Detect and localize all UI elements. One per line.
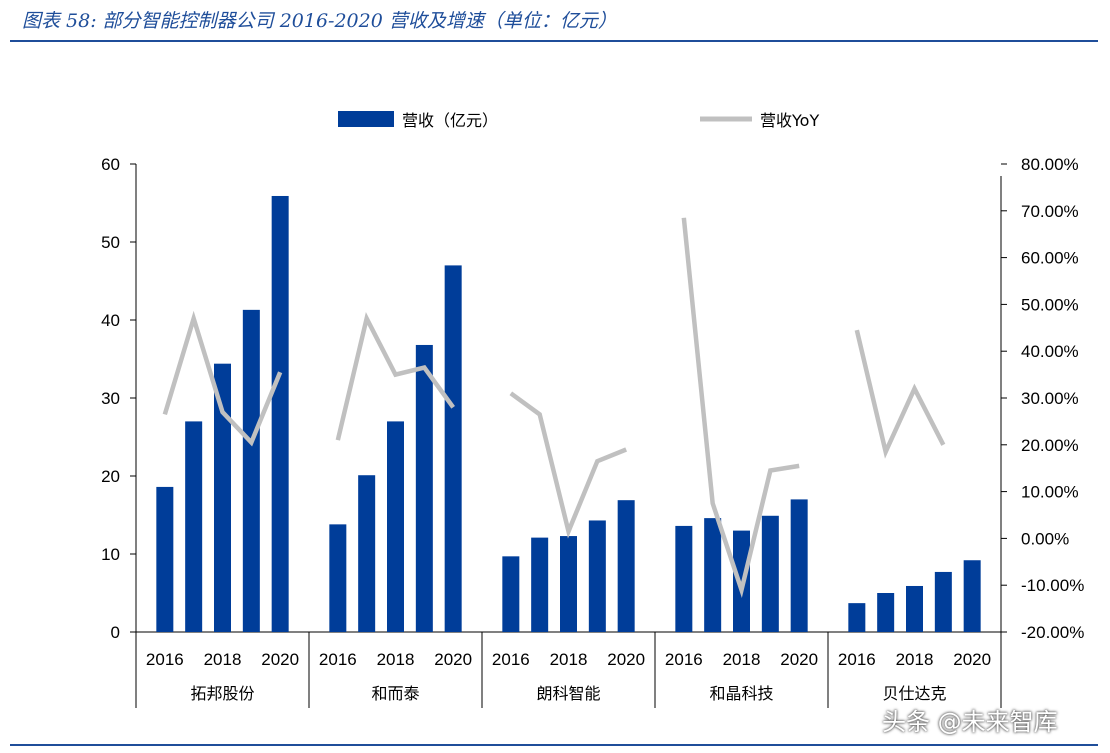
revenue-bar — [502, 556, 520, 632]
right-axis-tick-label: 10.00% — [1021, 483, 1079, 502]
left-axis-tick-label: 0 — [111, 623, 120, 642]
revenue-bar — [790, 499, 808, 632]
right-axis-tick-label: 60.00% — [1021, 249, 1079, 268]
left-axis-tick-label: 10 — [101, 545, 120, 564]
year-tick-label: 2020 — [434, 650, 472, 669]
revenue-bar — [560, 536, 577, 632]
year-tick-label: 2016 — [838, 650, 876, 669]
right-axis-tick-label: 40.00% — [1021, 342, 1079, 361]
revenue-bar — [387, 421, 404, 632]
right-axis-tick-label: -20.00% — [1021, 623, 1084, 642]
yoy-line — [509, 391, 628, 539]
year-tick-label: 2018 — [896, 650, 934, 669]
revenue-bar — [906, 585, 923, 632]
right-axis-tick-label: 80.00% — [1021, 155, 1079, 174]
revenue-bar — [214, 363, 231, 632]
legend-yoy-label: 营收YoY — [760, 111, 819, 130]
year-tick-label: 2020 — [607, 650, 645, 669]
left-axis-tick-label: 30 — [101, 389, 120, 408]
legend: 营收（亿元） 营收YoY — [338, 111, 819, 130]
year-tick-label: 2016 — [146, 650, 184, 669]
right-axis-tick-label: 70.00% — [1021, 202, 1079, 221]
group-label: 和而泰 — [371, 684, 419, 703]
chart-title: 图表 58: 部分智能控制器公司 2016-2020 营收及增速（单位：亿元） — [22, 10, 617, 32]
right-axis-tick-label: 0.00% — [1021, 529, 1069, 548]
revenue-bar — [415, 344, 433, 632]
bottom-divider — [10, 744, 1098, 746]
left-axis-tick-label: 20 — [101, 467, 120, 486]
year-tick-label: 2018 — [723, 650, 761, 669]
revenue-bar — [358, 475, 376, 632]
left-axis-tick-label: 60 — [101, 155, 120, 174]
revenue-bar — [704, 518, 722, 632]
right-axis-tick-label: 20.00% — [1021, 436, 1079, 455]
year-tick-label: 2020 — [780, 650, 818, 669]
right-axis-tick-label: 50.00% — [1021, 295, 1079, 314]
right-axis-tick-label: 30.00% — [1021, 389, 1079, 408]
left-axis-tick-label: 40 — [101, 311, 120, 330]
revenue-bar — [242, 309, 260, 632]
revenue-bar — [271, 195, 289, 633]
year-tick-label: 2018 — [204, 650, 242, 669]
right-axis-tick-label: -10.00% — [1021, 576, 1084, 595]
revenue-bar — [156, 486, 174, 632]
year-tick-label: 2016 — [665, 650, 703, 669]
revenue-bar — [963, 560, 981, 632]
watermark: 头条 @未来智库 — [882, 708, 1058, 736]
revenue-bar — [588, 520, 606, 632]
year-tick-label: 2020 — [953, 650, 991, 669]
year-tick-label: 2018 — [377, 650, 415, 669]
revenue-bar — [761, 515, 779, 632]
legend-revenue-label: 营收（亿元） — [402, 111, 498, 130]
revenue-bar — [329, 524, 347, 632]
revenue-bar — [934, 571, 952, 632]
revenue-bar — [444, 265, 462, 632]
year-tick-label: 2016 — [492, 650, 530, 669]
revenue-bar — [185, 421, 203, 632]
group-label: 朗科智能 — [536, 684, 600, 703]
revenue-bar — [617, 500, 635, 632]
revenue-bar — [531, 537, 549, 632]
group-label: 和晶科技 — [709, 684, 773, 703]
year-tick-label: 2020 — [261, 650, 299, 669]
left-axis-tick-label: 50 — [101, 233, 120, 252]
group-label: 贝仕达克 — [882, 684, 946, 703]
group-label: 拓邦股份 — [190, 684, 254, 703]
title-divider — [10, 40, 1098, 42]
legend-revenue-swatch — [338, 111, 394, 127]
yoy-line — [854, 329, 946, 459]
revenue-bar — [877, 593, 895, 632]
revenue-bar — [675, 525, 693, 632]
year-tick-label: 2016 — [319, 650, 357, 669]
revenue-bar — [848, 603, 866, 632]
year-tick-label: 2018 — [550, 650, 588, 669]
